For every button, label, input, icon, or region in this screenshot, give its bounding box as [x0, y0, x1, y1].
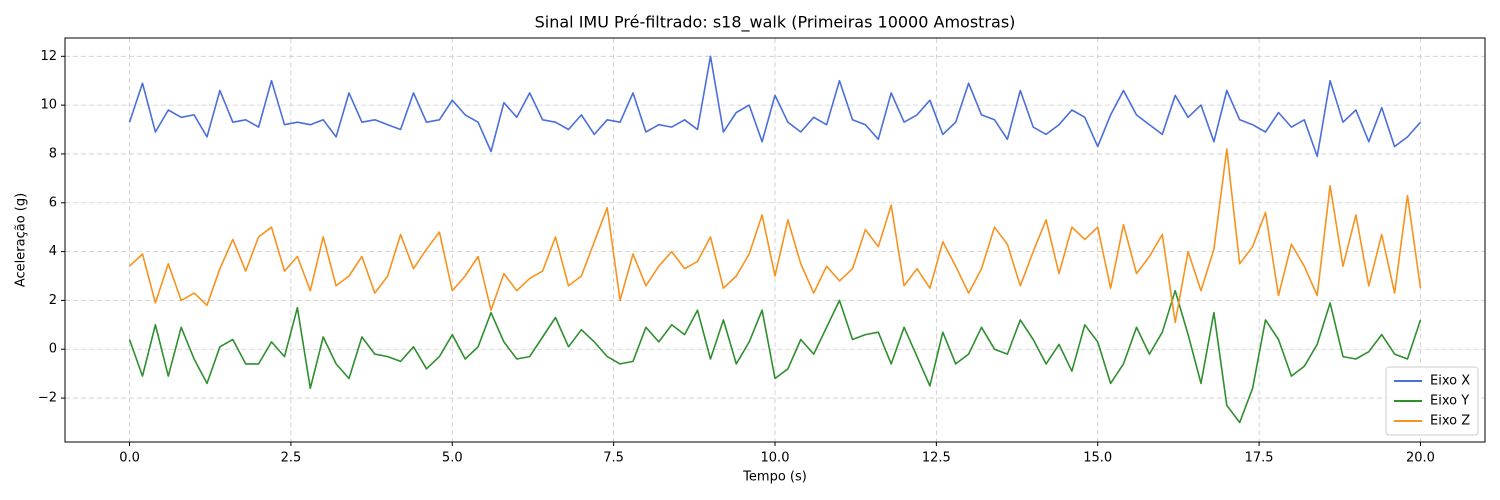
x-tick-label: 0.0 — [119, 451, 140, 466]
y-tick-label: −2 — [38, 391, 57, 406]
x-tick-label: 15.0 — [1083, 451, 1112, 466]
y-tick-label: 0 — [49, 342, 57, 357]
legend-label: Eixo X — [1430, 374, 1470, 389]
x-tick-label: 7.5 — [603, 451, 624, 466]
x-tick-label: 20.0 — [1406, 451, 1435, 466]
y-tick-label: 8 — [49, 146, 57, 161]
y-tick-label: 2 — [49, 293, 57, 308]
x-tick-label: 5.0 — [442, 451, 463, 466]
y-tick-label: 4 — [49, 244, 57, 259]
x-axis-label: Tempo (s) — [742, 470, 807, 485]
y-axis-label: Aceleração (g) — [14, 193, 29, 287]
x-tick-label: 10.0 — [761, 451, 790, 466]
legend-box — [1385, 366, 1479, 436]
series-line — [128, 55, 1422, 158]
y-tick-label: 10 — [40, 98, 57, 113]
legend-label: Eixo Z — [1430, 414, 1470, 429]
plot-frame — [64, 37, 1486, 443]
chart-title: Sinal IMU Pré-filtrado: s18_walk (Primei… — [535, 13, 1016, 33]
x-tick-label: 12.5 — [922, 451, 951, 466]
y-tick-label: 6 — [49, 195, 57, 210]
legend-label: Eixo Y — [1430, 394, 1469, 409]
x-tick-label: 17.5 — [1245, 451, 1274, 466]
x-tick-label: 2.5 — [281, 451, 302, 466]
series-line — [128, 289, 1422, 424]
y-tick-label: 12 — [40, 49, 57, 64]
series-line — [128, 148, 1422, 324]
